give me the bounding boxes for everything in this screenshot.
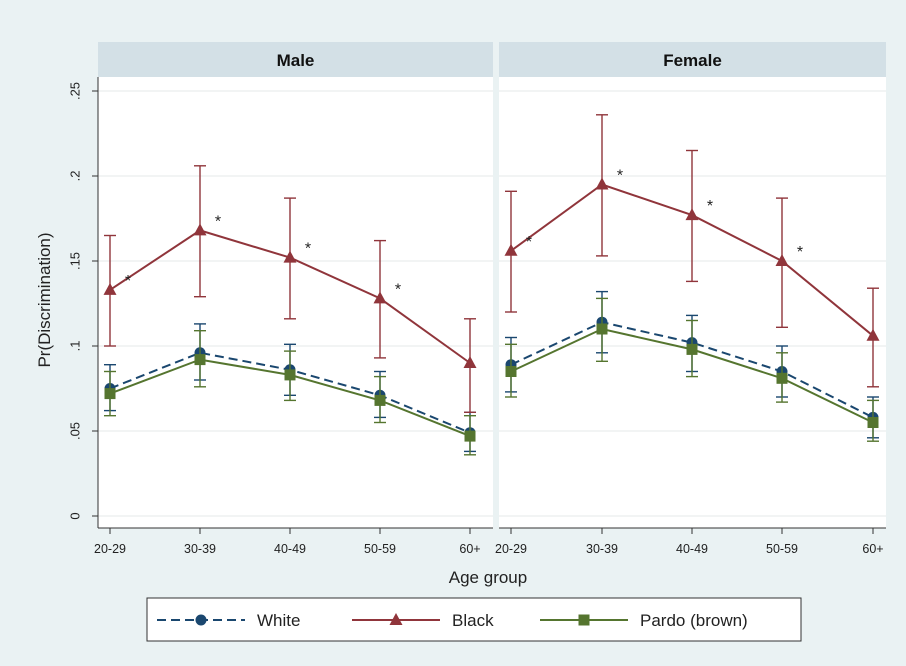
plot-area [499, 77, 886, 528]
panel-strip [98, 42, 493, 77]
x-tick-label: 30-39 [586, 542, 618, 556]
data-point [283, 250, 297, 263]
x-axis-label: Age group [449, 568, 527, 587]
data-point [193, 223, 207, 236]
series-pardo [104, 330, 476, 456]
x-tick-label: 40-49 [274, 542, 306, 556]
y-tick-label: .25 [67, 82, 82, 100]
legend-marker [578, 614, 590, 626]
panel-strip [499, 42, 886, 77]
legend-marker [195, 614, 207, 626]
data-point [194, 354, 206, 366]
data-point [775, 254, 789, 266]
x-tick-label: 50-59 [364, 542, 396, 556]
data-point [463, 356, 477, 368]
legend-label: Pardo (brown) [640, 611, 748, 630]
legend-item-black: Black [352, 611, 494, 630]
data-point [686, 343, 698, 355]
x-tick-label: 30-39 [184, 542, 216, 556]
x-tick-label: 60+ [459, 542, 480, 556]
panel-female: Female 20-29 30-39 40-49 50-59 60+ * * * * [495, 42, 886, 556]
panel-title: Female [663, 51, 722, 70]
data-point [867, 417, 879, 428]
panel-title: Male [277, 51, 315, 70]
significance-asterisk: * [305, 241, 311, 258]
data-point [776, 372, 788, 384]
significance-asterisk: * [395, 281, 401, 298]
significance-asterisk: * [707, 198, 713, 215]
x-tick-label: 20-29 [94, 542, 126, 556]
y-tick-label: .2 [67, 171, 82, 182]
significance-asterisk: * [125, 273, 131, 290]
legend: White Black Pardo (brown) [146, 597, 802, 642]
data-point [505, 366, 517, 377]
y-tick-label: .15 [67, 252, 82, 270]
significance-asterisk: * [617, 168, 623, 185]
y-tick-label: .1 [67, 341, 82, 352]
series-black: * * * * [504, 114, 880, 388]
data-point [504, 243, 518, 256]
legend-label: White [257, 611, 300, 630]
plot-area [98, 77, 493, 528]
legend-label: Black [452, 611, 494, 630]
legend-box [146, 597, 802, 642]
x-tick-label: 40-49 [676, 542, 708, 556]
y-axis-label: Pr(Discrimination) [35, 232, 54, 367]
legend-marker [389, 613, 403, 625]
x-tick-label: 60+ [862, 542, 883, 556]
legend-item-pardo: Pardo (brown) [540, 611, 748, 630]
data-point [104, 388, 116, 400]
data-point [464, 430, 476, 442]
data-point [596, 323, 608, 335]
data-point [685, 208, 699, 221]
y-tick-label: 0 [67, 512, 82, 519]
legend-item-white: White [157, 611, 300, 630]
data-point [374, 394, 386, 406]
significance-asterisk: * [215, 213, 221, 230]
series-black: * * * * [103, 165, 477, 413]
significance-asterisk: * [797, 244, 803, 261]
data-point [103, 282, 117, 295]
significance-asterisk: * [526, 234, 532, 251]
y-tick-label: .05 [67, 422, 82, 440]
x-tick-label: 20-29 [495, 542, 527, 556]
data-point [284, 369, 296, 381]
x-tick-label: 50-59 [766, 542, 798, 556]
data-point [373, 291, 387, 304]
panel-male: Male 20-29 30-39 40-49 50-59 60+ 0 .05 .1 .15 .2 .2… [67, 42, 493, 556]
data-point [595, 177, 609, 190]
data-point [866, 328, 880, 341]
series-pardo [505, 297, 879, 442]
